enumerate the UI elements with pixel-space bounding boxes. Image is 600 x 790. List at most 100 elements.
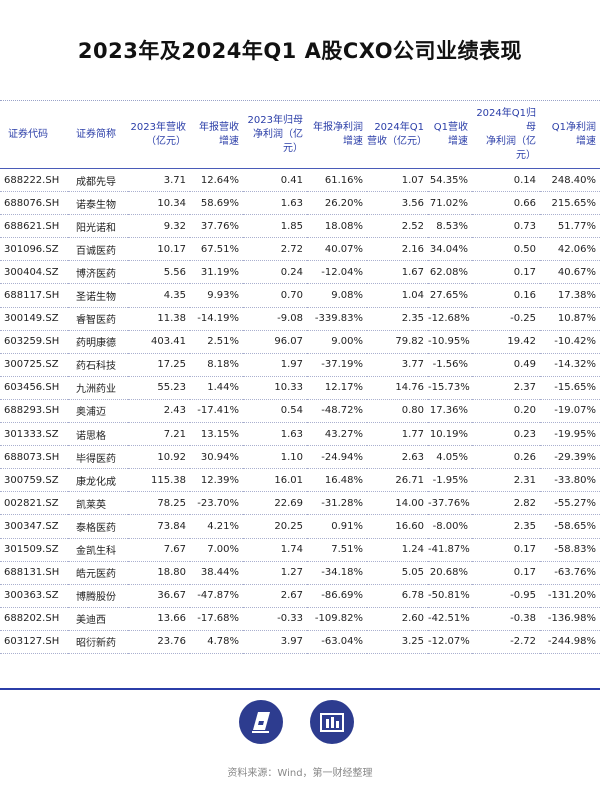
cell-net-profit-2023: 16.01: [243, 468, 307, 493]
cell-net-profit-q1: 2.37: [472, 376, 540, 400]
cell-revenue-growth: -23.70%: [190, 491, 243, 516]
cell-profit-growth: -37.19%: [307, 353, 367, 377]
cell-revenue-growth: 38.44%: [190, 561, 243, 585]
cell-revenue-q1: 26.71: [367, 468, 428, 493]
cell-net-profit-q1: 0.16: [472, 283, 540, 308]
cell-revenue-2023: 10.34: [128, 191, 190, 216]
cell-q1-revenue-growth: -1.56%: [428, 353, 472, 377]
cell-revenue-growth: -17.68%: [190, 607, 243, 631]
cell-q1-revenue-growth: -8.00%: [428, 514, 472, 539]
cell-profit-growth: -63.04%: [307, 630, 367, 654]
cell-name: 泰格医药: [68, 514, 128, 539]
cell-revenue-growth: 12.39%: [190, 468, 243, 493]
cell-q1-revenue-growth: 62.08%: [428, 260, 472, 285]
cell-revenue-q1: 79.82: [367, 330, 428, 354]
cell-name: 金凯生科: [68, 538, 128, 562]
table-row: 688117.SH 圣诺生物 4.35 9.93% 0.70 9.08% 1.04 27.65…: [0, 283, 600, 308]
cell-net-profit-2023: 2.72: [243, 237, 307, 262]
cell-revenue-q1: 1.04: [367, 283, 428, 308]
cell-name: 博济医药: [68, 260, 128, 285]
cell-profit-growth: 9.00%: [307, 330, 367, 354]
cell-revenue-growth: 8.18%: [190, 353, 243, 377]
cell-net-profit-2023: 96.07: [243, 330, 307, 354]
cell-revenue-growth: 13.15%: [190, 422, 243, 447]
cell-profit-growth: -109.82%: [307, 607, 367, 631]
cell-q1-profit-growth: 215.65%: [540, 191, 600, 216]
cell-net-profit-2023: 2.67: [243, 584, 307, 608]
header-q1-profit-growth: Q1净利润 增速: [540, 102, 600, 169]
cell-code: 300363.SZ: [0, 584, 68, 608]
cell-net-profit-2023: 10.33: [243, 376, 307, 400]
cell-profit-growth: -12.04%: [307, 260, 367, 285]
cell-code: 603259.SH: [0, 330, 68, 354]
table-row: 688073.SH 毕得医药 10.92 30.94% 1.10 -24.94% 2.63 4…: [0, 445, 600, 470]
cell-net-profit-q1: 0.17: [472, 260, 540, 285]
cell-net-profit-2023: 1.74: [243, 538, 307, 562]
table-body: 688222.SH 成都先导 3.71 12.64% 0.41 61.16% 1.07 54.…: [0, 168, 600, 654]
cell-net-profit-q1: 0.14: [472, 168, 540, 193]
cell-revenue-2023: 403.41: [128, 330, 190, 354]
table-row: 300363.SZ 博腾股份 36.67 -47.87% 2.67 -86.69% 6.78…: [0, 584, 600, 608]
cell-name: 皓元医药: [68, 561, 128, 585]
table-row: 688202.SH 美迪西 13.66 -17.68% -0.33 -109.82% 2.6…: [0, 607, 600, 631]
cell-name: 九洲药业: [68, 376, 128, 400]
table-row: 688621.SH 阳光诺和 9.32 37.76% 1.85 18.08% 2.52 8.5…: [0, 214, 600, 239]
first-financial-logo-icon: [239, 700, 283, 744]
cell-q1-revenue-growth: 71.02%: [428, 191, 472, 216]
cell-net-profit-q1: 0.23: [472, 422, 540, 447]
cell-net-profit-2023: 1.85: [243, 214, 307, 239]
cell-revenue-2023: 17.25: [128, 353, 190, 377]
cell-q1-profit-growth: -10.42%: [540, 330, 600, 354]
cell-net-profit-2023: -9.08: [243, 307, 307, 331]
table-row: 300725.SZ 药石科技 17.25 8.18% 1.97 -37.19% 3.77 -1…: [0, 353, 600, 377]
cell-revenue-q1: 1.77: [367, 422, 428, 447]
cell-revenue-growth: -47.87%: [190, 584, 243, 608]
cell-name: 药石科技: [68, 353, 128, 377]
cell-name: 药明康德: [68, 330, 128, 354]
performance-table-wrap: 证券代码 证券简称 2023年营收 （亿元） 年报营收 增速 2023年归母 净…: [0, 100, 600, 654]
cell-name: 奥浦迈: [68, 399, 128, 424]
cell-q1-profit-growth: -136.98%: [540, 607, 600, 631]
cell-net-profit-2023: 3.97: [243, 630, 307, 654]
cell-q1-revenue-growth: 20.68%: [428, 561, 472, 585]
cell-code: 688621.SH: [0, 214, 68, 239]
cell-net-profit-q1: 0.20: [472, 399, 540, 424]
cell-revenue-q1: 2.63: [367, 445, 428, 470]
cell-q1-revenue-growth: 8.53%: [428, 214, 472, 239]
cell-q1-profit-growth: -15.65%: [540, 376, 600, 400]
header-name: 证券简称: [68, 102, 128, 169]
table-row: 688293.SH 奥浦迈 2.43 -17.41% 0.54 -48.72% 0.80 17…: [0, 399, 600, 424]
table-row: 688222.SH 成都先导 3.71 12.64% 0.41 61.16% 1.07 54.…: [0, 168, 600, 193]
bottom-divider: [0, 688, 600, 690]
cell-code: 301509.SZ: [0, 538, 68, 562]
table-top-divider: [0, 100, 600, 102]
cell-profit-growth: 43.27%: [307, 422, 367, 447]
cell-net-profit-2023: 0.70: [243, 283, 307, 308]
cell-name: 康龙化成: [68, 468, 128, 493]
cell-revenue-growth: -14.19%: [190, 307, 243, 331]
performance-table: 证券代码 证券简称 2023年营收 （亿元） 年报营收 增速 2023年归母 净…: [0, 102, 600, 654]
cell-revenue-q1: 3.56: [367, 191, 428, 216]
cell-code: 688131.SH: [0, 561, 68, 585]
cell-revenue-2023: 7.21: [128, 422, 190, 447]
cell-q1-revenue-growth: 10.19%: [428, 422, 472, 447]
table-row: 301333.SZ 诺思格 7.21 13.15% 1.63 43.27% 1.77 10.1…: [0, 422, 600, 447]
cell-profit-growth: 40.07%: [307, 237, 367, 262]
cell-net-profit-2023: 1.63: [243, 191, 307, 216]
cell-revenue-growth: 58.69%: [190, 191, 243, 216]
table-row: 300404.SZ 博济医药 5.56 31.19% 0.24 -12.04% 1.67 62…: [0, 260, 600, 285]
cell-revenue-2023: 4.35: [128, 283, 190, 308]
cell-revenue-2023: 2.43: [128, 399, 190, 424]
cell-profit-growth: 12.17%: [307, 376, 367, 400]
cell-revenue-2023: 73.84: [128, 514, 190, 539]
cell-q1-revenue-growth: 27.65%: [428, 283, 472, 308]
cell-profit-growth: -339.83%: [307, 307, 367, 331]
cell-net-profit-q1: -0.95: [472, 584, 540, 608]
cell-revenue-2023: 13.66: [128, 607, 190, 631]
cell-profit-growth: -48.72%: [307, 399, 367, 424]
cell-name: 美迪西: [68, 607, 128, 631]
cell-revenue-2023: 11.38: [128, 307, 190, 331]
cell-net-profit-q1: -0.38: [472, 607, 540, 631]
cell-revenue-growth: 9.93%: [190, 283, 243, 308]
cell-q1-revenue-growth: -50.81%: [428, 584, 472, 608]
